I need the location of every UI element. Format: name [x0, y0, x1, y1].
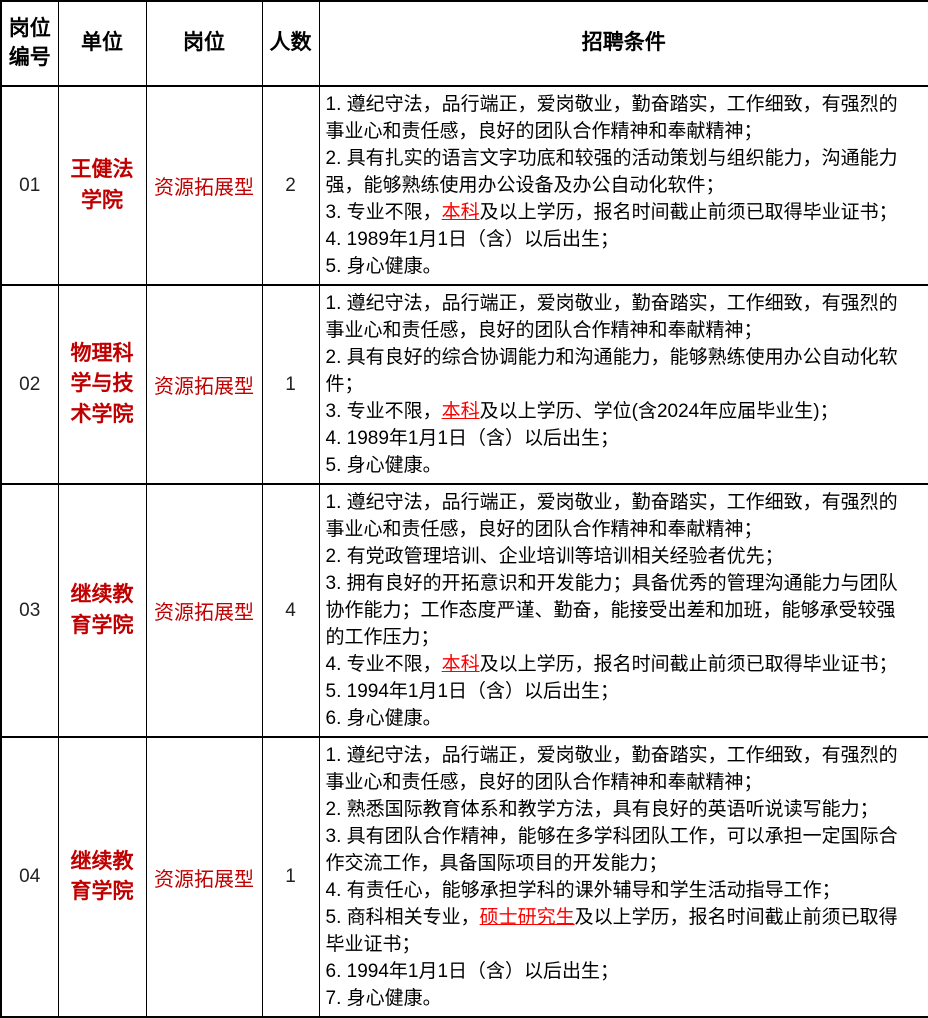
condition-text: 及以上学历，报名时间截止前须已取得毕业证书； [479, 654, 898, 675]
cell-unit: 继续教育学院 [57, 483, 147, 738]
condition-line: 4. 专业不限，本科及以上学历，报名时间截止前须已取得毕业证书； [326, 651, 907, 678]
condition-line: 2. 有党政管理培训、企业培训等培训相关经验者优先； [326, 543, 907, 570]
condition-text: 2. 熟悉国际教育体系和教学方法，具有良好的英语听说读写能力； [325, 799, 879, 820]
cell-count: 1 [261, 736, 320, 1018]
cell-count: 1 [261, 284, 320, 485]
cell-position: 资源拓展型 [145, 736, 263, 1018]
header-row: 岗位编号 单位 岗位 人数 招聘条件 [0, 0, 928, 87]
table-row: 03 继续教育学院 资源拓展型 4 1. 遵纪守法，品行端正，爱岗敬业，勤奋踏实… [0, 483, 928, 738]
cell-conditions: 1. 遵纪守法，品行端正，爱岗敬业，勤奋踏实，工作细致，有强烈的事业心和责任感，… [318, 736, 928, 1018]
cell-post-id: 04 [0, 736, 59, 1018]
cell-position: 资源拓展型 [145, 85, 263, 286]
condition-text: 及以上学历、学位(含2024年应届毕业生)； [479, 401, 839, 422]
cell-count: 2 [261, 85, 320, 286]
condition-line: 5. 1994年1月1日（含）以后出生； [326, 678, 907, 705]
condition-line: 2. 具有扎实的语言文字功底和较强的活动策划与组织能力，沟通能力强，能够熟练使用… [326, 145, 907, 199]
condition-text: 3. 具有团队合作精神，能够在多学科团队工作，可以承担一定国际合作交流工作，具备… [325, 826, 898, 874]
highlighted-requirement: 本科 [441, 401, 480, 422]
condition-line: 4. 1989年1月1日（含）以后出生； [326, 226, 907, 253]
highlighted-requirement: 本科 [441, 202, 480, 223]
condition-line: 5. 商科相关专业，硕士研究生及以上学历，报名时间截止前须已取得毕业证书； [326, 904, 907, 958]
condition-line: 1. 遵纪守法，品行端正，爱岗敬业，勤奋踏实，工作细致，有强烈的事业心和责任感，… [326, 290, 907, 344]
cell-conditions: 1. 遵纪守法，品行端正，爱岗敬业，勤奋踏实，工作细致，有强烈的事业心和责任感，… [318, 483, 928, 738]
condition-line: 1. 遵纪守法，品行端正，爱岗敬业，勤奋踏实，工作细致，有强烈的事业心和责任感，… [326, 489, 907, 543]
condition-line: 5. 身心健康。 [326, 253, 907, 280]
cell-position: 资源拓展型 [145, 284, 263, 485]
condition-text: 4. 1989年1月1日（含）以后出生； [325, 229, 620, 250]
condition-text: 7. 身心健康。 [325, 988, 442, 1009]
table-row: 02 物理科学与技术学院 资源拓展型 1 1. 遵纪守法，品行端正，爱岗敬业，勤… [0, 284, 928, 485]
table-body: 01 王健法学院 资源拓展型 2 1. 遵纪守法，品行端正，爱岗敬业，勤奋踏实，… [0, 85, 928, 1018]
cell-post-id: 03 [0, 483, 59, 738]
condition-text: 2. 具有良好的综合协调能力和沟通能力，能够熟练使用办公自动化软件； [325, 347, 898, 395]
condition-line: 6. 1994年1月1日（含）以后出生； [326, 958, 907, 985]
cell-unit: 王健法学院 [57, 85, 147, 286]
condition-line: 6. 身心健康。 [326, 705, 907, 732]
header-position: 岗位 [145, 0, 263, 87]
condition-text: 3. 拥有良好的开拓意识和开发能力；具备优秀的管理沟通能力与团队协作能力；工作态… [325, 573, 898, 648]
condition-line: 4. 有责任心，能够承担学科的课外辅导和学生活动指导工作； [326, 877, 907, 904]
condition-text: 5. 商科相关专业， [325, 907, 480, 928]
condition-line: 3. 专业不限，本科及以上学历，报名时间截止前须已取得毕业证书； [326, 199, 907, 226]
cell-unit: 物理科学与技术学院 [57, 284, 147, 485]
header-unit: 单位 [57, 0, 147, 87]
cell-unit: 继续教育学院 [57, 736, 147, 1018]
cell-conditions: 1. 遵纪守法，品行端正，爱岗敬业，勤奋踏实，工作细致，有强烈的事业心和责任感，… [318, 284, 928, 485]
condition-text: 及以上学历，报名时间截止前须已取得毕业证书； [325, 907, 898, 955]
condition-line: 2. 具有良好的综合协调能力和沟通能力，能够熟练使用办公自动化软件； [326, 344, 907, 398]
condition-line: 2. 熟悉国际教育体系和教学方法，具有良好的英语听说读写能力； [326, 796, 907, 823]
condition-line: 4. 1989年1月1日（含）以后出生； [326, 425, 907, 452]
condition-text: 3. 专业不限， [325, 202, 442, 223]
condition-line: 1. 遵纪守法，品行端正，爱岗敬业，勤奋踏实，工作细致，有强烈的事业心和责任感，… [326, 742, 907, 796]
condition-text: 2. 有党政管理培训、企业培训等培训相关经验者优先； [325, 546, 784, 567]
header-post-id: 岗位编号 [0, 0, 59, 87]
condition-text: 5. 身心健康。 [325, 455, 442, 476]
condition-text: 4. 专业不限， [325, 654, 442, 675]
cell-post-id: 01 [0, 85, 59, 286]
condition-text: 1. 遵纪守法，品行端正，爱岗敬业，勤奋踏实，工作细致，有强烈的事业心和责任感，… [325, 94, 898, 142]
header-count: 人数 [261, 0, 320, 87]
condition-text: 1. 遵纪守法，品行端正，爱岗敬业，勤奋踏实，工作细致，有强烈的事业心和责任感，… [325, 293, 898, 341]
highlighted-requirement: 本科 [441, 654, 480, 675]
table-header: 岗位编号 单位 岗位 人数 招聘条件 [0, 0, 928, 87]
cell-position: 资源拓展型 [145, 483, 263, 738]
condition-text: 1. 遵纪守法，品行端正，爱岗敬业，勤奋踏实，工作细致，有强烈的事业心和责任感，… [325, 745, 898, 793]
condition-line: 3. 拥有良好的开拓意识和开发能力；具备优秀的管理沟通能力与团队协作能力；工作态… [326, 570, 907, 651]
condition-line: 3. 具有团队合作精神，能够在多学科团队工作，可以承担一定国际合作交流工作，具备… [326, 823, 907, 877]
condition-text: 4. 有责任心，能够承担学科的课外辅导和学生活动指导工作； [325, 880, 841, 901]
condition-text: 6. 身心健康。 [325, 708, 442, 729]
condition-text: 2. 具有扎实的语言文字功底和较强的活动策划与组织能力，沟通能力强，能够熟练使用… [325, 148, 898, 196]
cell-count: 4 [261, 483, 320, 738]
condition-text: 6. 1994年1月1日（含）以后出生； [325, 961, 620, 982]
table-row: 04 继续教育学院 资源拓展型 1 1. 遵纪守法，品行端正，爱岗敬业，勤奋踏实… [0, 736, 928, 1018]
header-conditions: 招聘条件 [318, 0, 928, 87]
condition-line: 3. 专业不限，本科及以上学历、学位(含2024年应届毕业生)； [326, 398, 907, 425]
condition-text: 及以上学历，报名时间截止前须已取得毕业证书； [479, 202, 898, 223]
condition-line: 5. 身心健康。 [326, 452, 907, 479]
condition-text: 3. 专业不限， [325, 401, 442, 422]
condition-text: 5. 身心健康。 [325, 256, 442, 277]
table-row: 01 王健法学院 资源拓展型 2 1. 遵纪守法，品行端正，爱岗敬业，勤奋踏实，… [0, 85, 928, 286]
condition-text: 5. 1994年1月1日（含）以后出生； [325, 681, 620, 702]
condition-text: 4. 1989年1月1日（含）以后出生； [325, 428, 620, 449]
condition-line: 7. 身心健康。 [326, 985, 907, 1012]
cell-post-id: 02 [0, 284, 59, 485]
highlighted-requirement: 硕士研究生 [479, 907, 575, 928]
condition-line: 1. 遵纪守法，品行端正，爱岗敬业，勤奋踏实，工作细致，有强烈的事业心和责任感，… [326, 91, 907, 145]
condition-text: 1. 遵纪守法，品行端正，爱岗敬业，勤奋踏实，工作细致，有强烈的事业心和责任感，… [325, 492, 898, 540]
cell-conditions: 1. 遵纪守法，品行端正，爱岗敬业，勤奋踏实，工作细致，有强烈的事业心和责任感，… [318, 85, 928, 286]
